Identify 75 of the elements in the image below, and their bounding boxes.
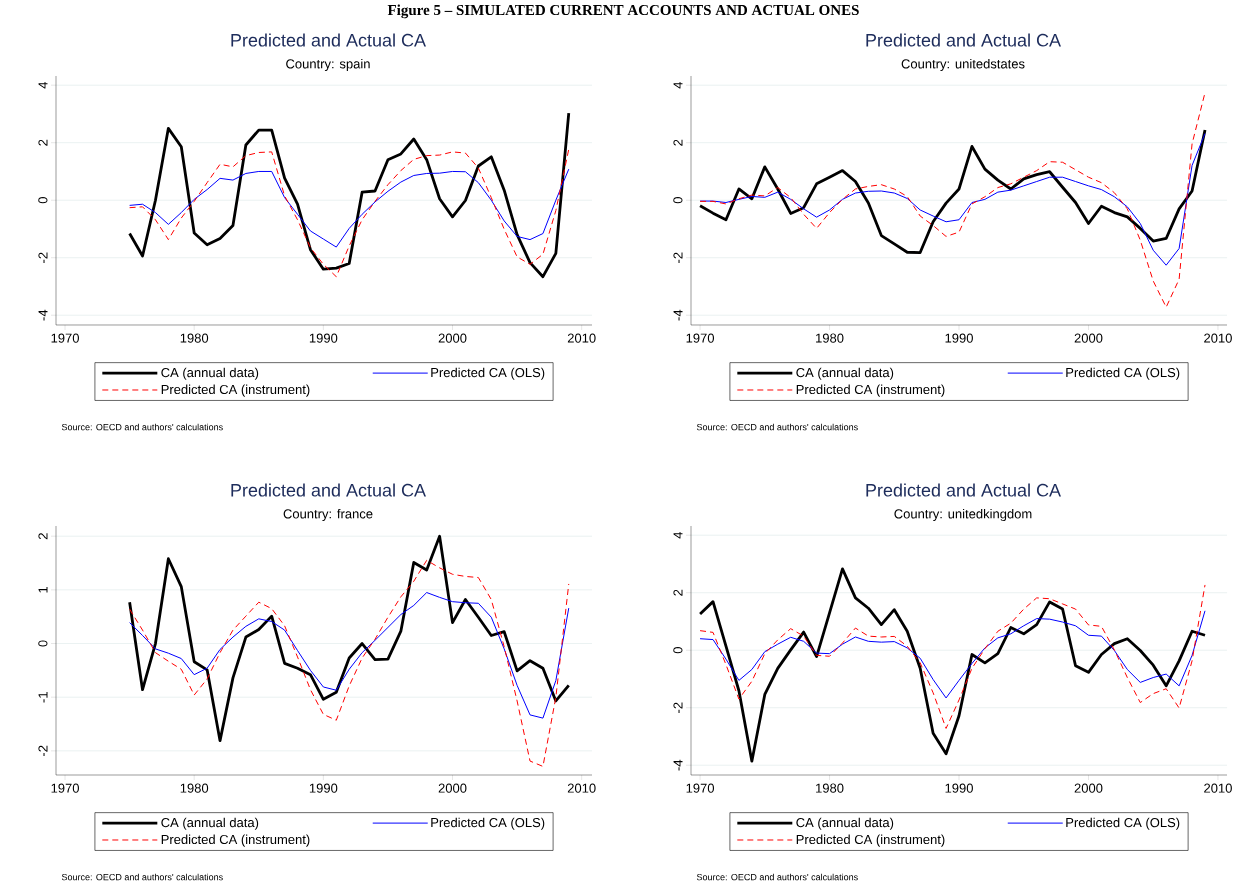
x-tick-label: 1970 bbox=[51, 783, 79, 793]
line-series bbox=[129, 559, 570, 767]
x-tick-label: 1990 bbox=[945, 783, 973, 793]
x-tick-label: 2000 bbox=[438, 783, 467, 793]
chart-title: Predicted and Actual CA bbox=[231, 483, 426, 497]
y-tick-label: -4 bbox=[673, 309, 683, 321]
line-series bbox=[129, 168, 570, 248]
source-note: Source: OECD and authors' calculations bbox=[61, 423, 223, 431]
legend-label: Predicted CA (OLS) bbox=[431, 367, 545, 380]
y-tick-label: -2 bbox=[673, 702, 683, 713]
legend-label: Predicted CA (OLS) bbox=[1066, 817, 1180, 830]
x-tick-label: 1980 bbox=[816, 333, 844, 343]
y-tick-label: 0 bbox=[38, 640, 48, 647]
x-tick-label: 1970 bbox=[51, 333, 79, 343]
x-tick-label: 1970 bbox=[686, 783, 715, 793]
x-tick-label: 2000 bbox=[438, 333, 467, 343]
source-note: Source: OECD and authors' calculations bbox=[696, 873, 858, 881]
y-tick-label: 2 bbox=[38, 533, 48, 540]
y-tick-label: -2 bbox=[38, 745, 48, 757]
legend-label: CA (annual data) bbox=[161, 817, 259, 830]
legend-label: CA (annual data) bbox=[161, 367, 259, 380]
x-tick-label: 1980 bbox=[180, 783, 209, 793]
legend-label: Predicted CA (instrument) bbox=[161, 384, 310, 397]
y-tick-label: 0 bbox=[673, 197, 683, 204]
source-note: Source: OECD and authors' calculations bbox=[61, 873, 223, 881]
x-tick-label: 1990 bbox=[309, 783, 338, 793]
chart-subtitle: Country: spain bbox=[286, 58, 370, 72]
line-series bbox=[128, 111, 571, 279]
caption: Figure 5 – SIMULATED CURRENT ACCOUNTS AND ACTUAL ONES bbox=[387, 4, 859, 19]
y-tick-label: 4 bbox=[673, 531, 683, 539]
x-tick-label: 1990 bbox=[309, 333, 338, 343]
legend-label: Predicted CA (instrument) bbox=[796, 384, 945, 397]
x-tick-label: 1990 bbox=[945, 333, 973, 343]
y-tick-label: 0 bbox=[673, 647, 683, 654]
chart-title: Predicted and Actual CA bbox=[231, 33, 426, 47]
chart-subtitle: Country: unitedstates bbox=[901, 58, 1025, 72]
chart-title: Predicted and Actual CA bbox=[866, 33, 1061, 47]
x-tick-label: 1980 bbox=[816, 783, 844, 793]
line-series bbox=[128, 534, 571, 743]
y-tick-label: 0 bbox=[38, 197, 48, 204]
x-tick-label: 1980 bbox=[180, 333, 209, 343]
y-tick-label: -2 bbox=[38, 252, 48, 263]
legend-label: CA (annual data) bbox=[796, 817, 894, 830]
line-series bbox=[699, 92, 1206, 308]
x-tick-label: 2000 bbox=[1074, 333, 1103, 343]
y-tick-label: 2 bbox=[38, 139, 48, 146]
x-tick-label: 2000 bbox=[1074, 783, 1103, 793]
legend-label: Predicted CA (instrument) bbox=[161, 834, 310, 847]
x-tick-label: 2010 bbox=[1204, 333, 1232, 343]
legend-label: CA (annual data) bbox=[796, 367, 894, 380]
legend-label: Predicted CA (instrument) bbox=[796, 834, 945, 847]
x-tick-label: 2010 bbox=[1204, 783, 1232, 793]
y-tick-label: 2 bbox=[673, 589, 683, 596]
legend-label: Predicted CA (OLS) bbox=[1066, 367, 1180, 380]
line-series bbox=[129, 592, 570, 719]
y-tick-label: -4 bbox=[38, 309, 48, 321]
chart-title: Predicted and Actual CA bbox=[866, 483, 1061, 497]
y-tick-label: 4 bbox=[673, 81, 683, 89]
line-series bbox=[699, 610, 1206, 699]
line-series bbox=[129, 148, 570, 278]
x-tick-label: 1970 bbox=[686, 333, 715, 343]
y-tick-label: 2 bbox=[673, 139, 683, 146]
line-series bbox=[698, 567, 1207, 763]
chart-subtitle: Country: unitedkingdom bbox=[894, 508, 1032, 522]
y-tick-label: 4 bbox=[38, 81, 48, 89]
x-tick-label: 2010 bbox=[567, 783, 596, 793]
legend-label: Predicted CA (OLS) bbox=[431, 817, 545, 830]
chart-subtitle: Country: france bbox=[283, 508, 373, 522]
x-tick-label: 2010 bbox=[567, 333, 596, 343]
source-note: Source: OECD and authors' calculations bbox=[696, 423, 858, 431]
y-tick-label: -4 bbox=[673, 759, 683, 771]
y-tick-label: -2 bbox=[673, 252, 683, 263]
y-tick-label: -1 bbox=[38, 692, 48, 703]
y-tick-label: 1 bbox=[38, 586, 48, 593]
line-series bbox=[699, 584, 1206, 729]
